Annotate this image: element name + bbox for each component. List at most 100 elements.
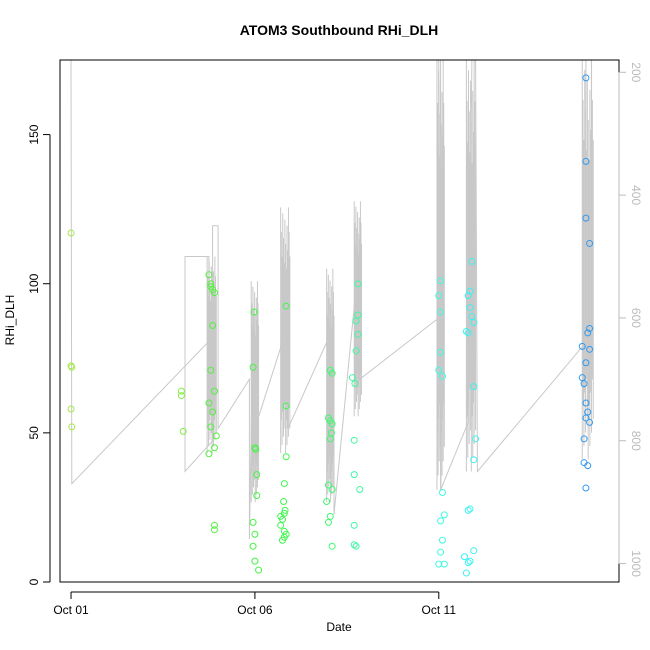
data-point (277, 521, 285, 529)
data-point (249, 542, 257, 550)
data-point (352, 347, 360, 355)
y2-tick-label: 800 (629, 431, 643, 451)
data-point (328, 542, 336, 550)
y2-axis: 200 400 600 800 1000 (618, 62, 643, 577)
data-point (326, 512, 334, 520)
x-tick-label: Oct 11 (422, 603, 457, 617)
data-point (437, 348, 445, 356)
data-point (328, 369, 336, 377)
data-point (210, 289, 218, 297)
data-point (464, 506, 472, 514)
data-point (67, 229, 75, 237)
data-point (582, 214, 590, 222)
plot-frame (59, 59, 620, 583)
data-point (468, 257, 476, 265)
data-point (584, 329, 592, 337)
data-point (440, 560, 448, 568)
data-point (281, 506, 289, 514)
data-point (578, 342, 586, 350)
data-point (209, 408, 217, 416)
data-point (351, 380, 359, 388)
data-point (438, 536, 446, 544)
data-point (205, 450, 213, 458)
data-point (466, 557, 474, 565)
data-point (352, 317, 360, 325)
x-tick-label: Oct 06 (237, 603, 273, 617)
data-point (586, 324, 594, 332)
data-point (584, 462, 592, 470)
data-point (67, 405, 75, 413)
data-point (68, 423, 76, 431)
plot-area (67, 59, 594, 577)
data-point (435, 292, 443, 300)
data-point (348, 374, 356, 382)
data-point (350, 521, 358, 529)
data-point (251, 557, 259, 565)
y-tick-label: 150 (27, 124, 41, 144)
data-point (580, 435, 588, 443)
data-point (435, 366, 443, 374)
data-point (354, 330, 362, 338)
data-point (461, 553, 469, 561)
y-tick-label: 100 (27, 273, 41, 293)
data-point (210, 444, 218, 452)
data-point (466, 287, 474, 295)
x-tick-label: Oct 01 (53, 603, 89, 617)
data-point (462, 327, 470, 335)
data-point (280, 480, 288, 488)
data-point (582, 359, 590, 367)
data-point (323, 497, 331, 505)
data-point (210, 521, 218, 529)
data-point (212, 432, 220, 440)
data-point (177, 392, 185, 400)
y2-tick-label: 400 (629, 185, 643, 205)
data-point (470, 383, 478, 391)
data-point (255, 566, 263, 574)
data-point (324, 481, 332, 489)
data-point (253, 471, 261, 479)
data-point (582, 157, 590, 165)
data-point (326, 435, 334, 443)
data-point (438, 372, 446, 380)
data-point (437, 277, 445, 285)
y-tick-label: 50 (27, 426, 41, 440)
data-point (437, 517, 445, 525)
data-point (205, 399, 213, 407)
data-point (464, 559, 472, 567)
data-point (437, 308, 445, 316)
data-point (207, 423, 215, 431)
data-point (586, 239, 594, 247)
data-point (278, 536, 286, 544)
data-point (464, 292, 472, 300)
data-point (350, 471, 358, 479)
y2-tick-label: 200 (629, 62, 643, 82)
data-point (210, 526, 218, 534)
data-point (209, 321, 217, 329)
chart-title: ATOM3 Southbound RHi_DLH (240, 22, 439, 38)
data-point (352, 542, 360, 550)
data-point (205, 271, 213, 279)
data-point (282, 302, 290, 310)
data-point (324, 518, 332, 526)
data-point (250, 308, 258, 316)
data-point (207, 366, 215, 374)
y2-tick-label: 1000 (629, 550, 643, 577)
data-point (354, 280, 362, 288)
data-point (466, 304, 474, 312)
data-point (437, 548, 445, 556)
data-point (582, 484, 590, 492)
y2-tick-label: 600 (629, 308, 643, 328)
data-point (252, 445, 260, 453)
data-point (282, 453, 290, 461)
data-point (582, 74, 590, 82)
data-point (210, 387, 218, 395)
y-axis-label: RHi_DLH (3, 295, 17, 346)
data-point (328, 420, 336, 428)
data-point (470, 318, 478, 326)
data-point (466, 505, 474, 513)
data-point (282, 402, 290, 410)
data-point (253, 491, 261, 499)
x-axis-label: Date (326, 620, 352, 634)
x-axis: Oct 01 Oct 06 Oct 11 (53, 591, 457, 617)
data-point (462, 569, 470, 577)
